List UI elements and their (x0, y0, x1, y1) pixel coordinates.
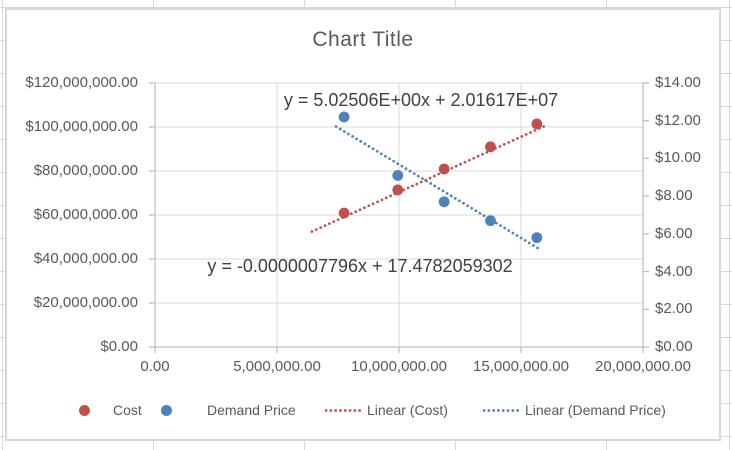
y-axis-right-label[interactable]: $6.00 (655, 224, 693, 242)
y-axis-right-label[interactable]: $0.00 (655, 338, 693, 355)
legend-label-demand-price[interactable]: Demand Price (207, 402, 296, 418)
trendline-cost[interactable] (310, 124, 547, 233)
plot-svg[interactable] (7, 10, 719, 439)
data-point-cost[interactable] (392, 184, 404, 196)
y-axis-left-label[interactable]: $120,000,000.00 (25, 74, 138, 91)
data-point-demand-price[interactable] (438, 196, 450, 208)
x-axis-label[interactable]: 20,000,000.00 (595, 358, 691, 375)
data-point-cost[interactable] (531, 118, 543, 130)
chart-area[interactable]: Chart Title y = 5.02506E+00x + 2.01617E+… (5, 8, 721, 441)
y-axis-right-label[interactable]: $10.00 (655, 149, 701, 167)
legend-marker-dotted-line (482, 402, 523, 419)
trendline-equation-cost[interactable]: y = 5.02506E+00x + 2.01617E+07 (283, 90, 559, 110)
x-axis-label[interactable]: 10,000,000.00 (351, 358, 447, 375)
data-point-cost[interactable] (338, 207, 350, 219)
spreadsheet-gridline (729, 0, 730, 450)
y-axis-left-label[interactable]: $40,000,000.00 (33, 250, 138, 267)
y-axis-left-label[interactable]: $60,000,000.00 (33, 206, 138, 223)
data-point-demand-price[interactable] (485, 215, 496, 227)
legend-label-linear-demand-price-[interactable]: Linear (Demand Price) (525, 402, 666, 418)
y-axis-left-label[interactable]: $100,000,000.00 (25, 118, 138, 135)
x-axis-label[interactable]: 15,000,000.00 (473, 358, 569, 375)
trendline-demand-price[interactable] (334, 125, 542, 251)
data-point-cost[interactable] (485, 141, 496, 153)
y-axis-right-label[interactable]: $2.00 (655, 300, 693, 318)
y-axis-right-label[interactable]: $4.00 (655, 262, 693, 280)
chart-title[interactable]: Chart Title (312, 28, 414, 51)
y-axis-left-label[interactable]: $20,000,000.00 (33, 294, 138, 311)
data-point-cost[interactable] (438, 163, 450, 175)
y-axis-left-label[interactable]: $0.00 (100, 338, 138, 355)
legend-label-cost[interactable]: Cost (113, 402, 142, 418)
y-axis-right-label[interactable]: $12.00 (655, 111, 701, 129)
trendline-equation-demand[interactable]: y = -0.0000007796x + 17.4782059302 (207, 256, 513, 276)
y-axis-left-label[interactable]: $80,000,000.00 (33, 162, 138, 179)
legend-marker-dot (161, 405, 172, 416)
legend-label-linear-cost-[interactable]: Linear (Cost) (367, 402, 448, 418)
x-axis-label[interactable]: 0.00 (140, 358, 170, 375)
legend-marker-dot (79, 405, 90, 416)
x-axis-label[interactable]: 5,000,000.00 (233, 358, 321, 375)
data-point-demand-price[interactable] (338, 111, 350, 123)
data-point-demand-price[interactable] (392, 170, 404, 181)
y-axis-right-label[interactable]: $14.00 (655, 74, 701, 91)
y-axis-right-label[interactable]: $8.00 (655, 187, 693, 205)
data-point-demand-price[interactable] (531, 232, 543, 244)
legend-marker-dotted-line (324, 402, 364, 419)
